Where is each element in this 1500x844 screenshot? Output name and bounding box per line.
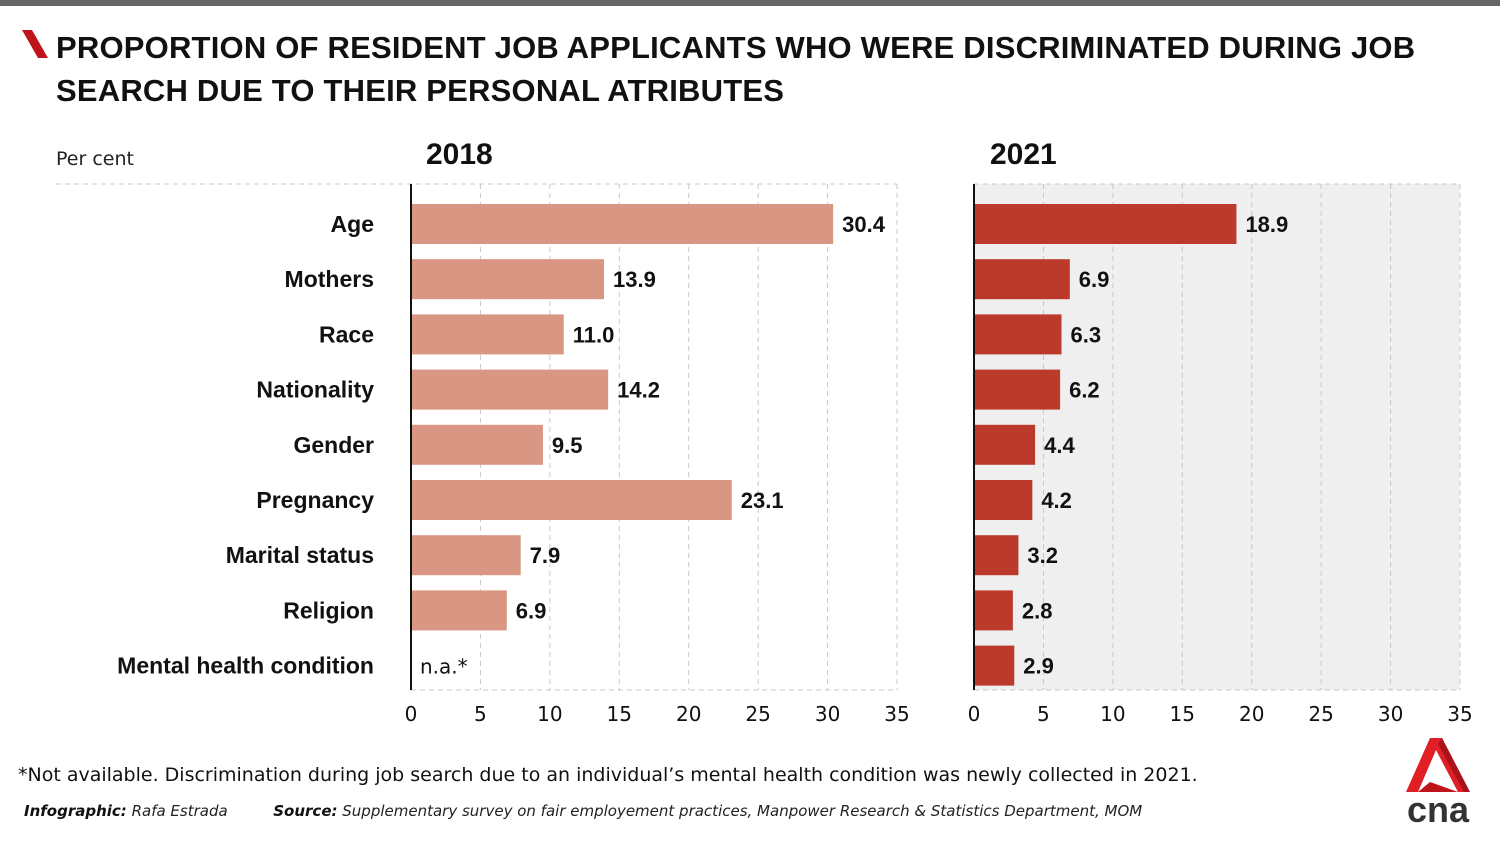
value-label-2018: 6.9 (516, 598, 547, 623)
value-label-2021: 6.9 (1079, 267, 1110, 292)
bar-2018 (411, 535, 521, 576)
value-label-2021: 18.9 (1245, 212, 1288, 237)
bar-2021 (974, 259, 1070, 300)
value-label-2021: 3.2 (1027, 543, 1058, 568)
value-label-2021: 4.4 (1044, 433, 1075, 458)
x-tick-label-2018-5: 5 (474, 702, 487, 726)
value-label-2018: 14.2 (617, 378, 660, 403)
value-label-2018: 30.4 (842, 212, 886, 237)
value-label-2018: 23.1 (741, 488, 784, 513)
title-accent-slash-icon (22, 30, 48, 58)
not-available-label: n.a.* (420, 655, 468, 679)
x-tick-label-2021-0: 0 (968, 702, 981, 726)
x-tick-label-2021-15: 15 (1170, 702, 1195, 726)
bar-2018 (411, 259, 605, 300)
category-label: Mental health condition (117, 653, 374, 679)
bar-2021 (974, 314, 1062, 355)
x-tick-label-2018-25: 25 (745, 702, 770, 726)
x-tick-label-2018-0: 0 (405, 702, 418, 726)
x-tick-label-2021-5: 5 (1037, 702, 1050, 726)
top-bar (0, 0, 1500, 6)
bar-2021 (974, 424, 1036, 465)
credits: Infographic: Rafa Estrada Source: Supple… (24, 802, 1142, 820)
bar-2018 (411, 314, 564, 355)
category-label: Race (319, 321, 374, 347)
panel-title-2018: 2018 (426, 138, 493, 171)
x-tick-label-2021-20: 20 (1239, 702, 1264, 726)
value-label-2018: 9.5 (552, 433, 583, 458)
category-label: Nationality (256, 377, 374, 403)
bar-2021 (974, 369, 1061, 410)
chart-title: PROPORTION OF RESIDENT JOB APPLICANTS WH… (56, 30, 1416, 108)
x-tick-label-2018-15: 15 (607, 702, 632, 726)
footnote: *Not available. Discrimination during jo… (18, 764, 1198, 786)
bar-2021 (974, 590, 1013, 631)
category-label: Age (331, 211, 374, 237)
bar-2018 (411, 590, 507, 631)
value-label-2021: 2.8 (1022, 598, 1053, 623)
value-label-2018: 11.0 (573, 322, 615, 347)
x-tick-label-2018-30: 30 (815, 702, 840, 726)
x-tick-label-2021-30: 30 (1378, 702, 1403, 726)
bar-2018 (411, 424, 543, 465)
x-tick-label-2018-10: 10 (537, 702, 562, 726)
category-label: Gender (293, 432, 374, 458)
bar-2021 (974, 535, 1019, 576)
category-label: Marital status (226, 542, 374, 568)
category-label: Religion (283, 597, 374, 623)
x-tick-label-2018-20: 20 (676, 702, 701, 726)
x-tick-label-2018-35: 35 (884, 702, 909, 726)
infographic-author: Rafa Estrada (131, 802, 228, 820)
source-text: Supplementary survey on fair employement… (342, 802, 1143, 820)
bar-2018 (411, 369, 609, 410)
cna-logo-icon: cna (1406, 738, 1470, 826)
bar-2018 (411, 480, 732, 520)
value-label-2018: 7.9 (530, 543, 561, 568)
bar-2018 (411, 204, 834, 244)
x-tick-label-2021-25: 25 (1308, 702, 1333, 726)
source-label: Source: (273, 802, 338, 820)
unit-label: Per cent (56, 148, 134, 170)
infographic-label: Infographic: (24, 802, 127, 820)
bar-2021 (974, 480, 1033, 520)
category-label: Mothers (285, 266, 374, 292)
value-label-2021: 6.2 (1069, 378, 1100, 403)
x-tick-label-2021-10: 10 (1100, 702, 1125, 726)
cna-logo-text: cna (1407, 789, 1470, 826)
x-tick-label-2021-35: 35 (1447, 702, 1472, 726)
value-label-2021: 6.3 (1070, 322, 1101, 347)
value-label-2021: 4.2 (1041, 488, 1072, 513)
category-label: Pregnancy (256, 487, 374, 513)
value-label-2021: 2.9 (1023, 654, 1054, 679)
bar-2021 (974, 645, 1015, 686)
bar-2021 (974, 204, 1237, 244)
panel-title-2021: 2021 (990, 138, 1057, 171)
value-label-2018: 13.9 (613, 267, 656, 292)
